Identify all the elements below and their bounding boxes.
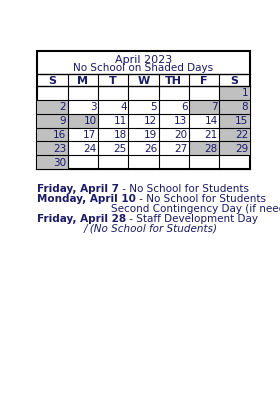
Text: Friday, April 28: Friday, April 28 [37,213,127,223]
Bar [37,52,250,170]
Text: 19: 19 [144,130,157,140]
Text: 14: 14 [204,116,218,126]
Bar [68,115,98,128]
Bar [219,101,250,115]
Text: Friday, April 7: Friday, April 7 [37,184,119,193]
Text: 1: 1 [242,88,248,98]
Text: 13: 13 [174,116,187,126]
Bar [37,156,68,170]
Text: Second Contingency Day (if needed): Second Contingency Day (if needed) [111,203,280,213]
Text: TH: TH [165,76,182,85]
Text: 22: 22 [235,130,248,140]
Text: 21: 21 [204,130,218,140]
Bar [189,101,219,115]
Bar [189,142,219,156]
Text: F: F [200,76,208,85]
Text: 29: 29 [235,144,248,153]
Text: T: T [109,76,117,85]
Text: 23: 23 [53,144,66,153]
Text: 9: 9 [59,116,66,126]
Text: 17: 17 [83,130,96,140]
Text: - No School for Students: - No School for Students [119,184,249,193]
Text: W: W [137,76,150,85]
Text: 10: 10 [83,116,96,126]
Text: Monday, April 10: Monday, April 10 [37,193,136,203]
Bar [219,87,250,101]
Text: 20: 20 [174,130,187,140]
Bar [37,115,68,128]
Bar [219,128,250,142]
Text: 5: 5 [150,102,157,112]
Text: 18: 18 [113,130,127,140]
Text: - No School for Students: - No School for Students [136,193,266,203]
Text: 12: 12 [144,116,157,126]
Text: 28: 28 [204,144,218,153]
Text: S: S [48,76,57,85]
Text: S: S [230,76,239,85]
Text: 26: 26 [144,144,157,153]
Text: 15: 15 [235,116,248,126]
Text: April 2023: April 2023 [115,54,172,65]
Bar [37,142,68,156]
Text: 27: 27 [174,144,187,153]
Bar [37,101,68,115]
Text: 24: 24 [83,144,96,153]
Text: 8: 8 [242,102,248,112]
Text: 6: 6 [181,102,187,112]
Bar [219,115,250,128]
Text: 7: 7 [211,102,218,112]
Text: 2: 2 [59,102,66,112]
Text: 16: 16 [53,130,66,140]
Text: 3: 3 [90,102,96,112]
Text: No School on Shaded Days: No School on Shaded Days [73,63,214,73]
Text: M: M [77,76,88,85]
Text: 25: 25 [113,144,127,153]
Text: 11: 11 [113,116,127,126]
Text: 30: 30 [53,157,66,167]
Text: - Staff Development Day: - Staff Development Day [127,213,258,223]
Text: 4: 4 [120,102,127,112]
Text: / (No School for Students): / (No School for Students) [84,223,218,234]
Bar [219,142,250,156]
Bar [37,128,68,142]
